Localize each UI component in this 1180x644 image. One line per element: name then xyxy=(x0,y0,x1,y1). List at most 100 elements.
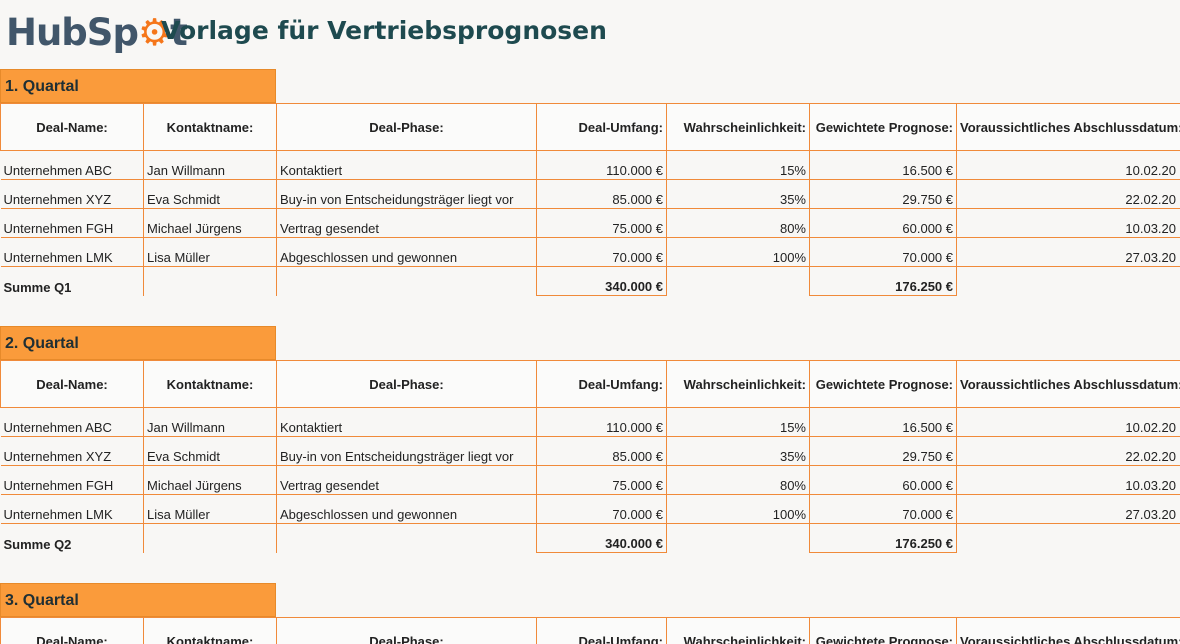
cell[interactable]: Michael Jürgens xyxy=(143,208,277,238)
cell[interactable]: 22.02.20 xyxy=(956,436,1180,466)
column-header[interactable]: Deal-Umfang: xyxy=(536,617,667,644)
cell[interactable]: Unternehmen XYZ xyxy=(0,436,144,466)
cell[interactable]: Eva Schmidt xyxy=(143,436,277,466)
sum-label[interactable]: Summe Q1 xyxy=(0,266,144,296)
sum-label[interactable]: Summe Q2 xyxy=(0,523,144,553)
quarter-header: 3. Quartal xyxy=(0,583,276,617)
cell[interactable]: 70.000 € xyxy=(809,237,957,267)
cell[interactable]: 110.000 € xyxy=(536,407,667,437)
cell[interactable]: 27.03.20 xyxy=(956,237,1180,267)
page-title: Vorlage für Vertriebsprognosen xyxy=(161,16,607,45)
cell[interactable]: 10.02.20 xyxy=(956,150,1180,180)
column-header[interactable]: Wahrscheinlichkeit: xyxy=(666,617,810,644)
cell[interactable]: 22.02.20 xyxy=(956,179,1180,209)
cell[interactable]: 10.03.20 xyxy=(956,208,1180,238)
cell[interactable]: 85.000 € xyxy=(536,436,667,466)
cell[interactable]: Lisa Müller xyxy=(143,494,277,524)
cell[interactable]: Eva Schmidt xyxy=(143,179,277,209)
cell[interactable]: Unternehmen ABC xyxy=(0,407,144,437)
sum-weighted[interactable]: 176.250 € xyxy=(809,266,957,296)
cell[interactable]: 80% xyxy=(666,465,810,495)
sum-row: Summe Q2 340.000 € 176.250 € xyxy=(0,523,1180,553)
cell[interactable]: Jan Willmann xyxy=(143,407,277,437)
cell[interactable]: 16.500 € xyxy=(809,150,957,180)
cell[interactable] xyxy=(143,523,277,553)
cell[interactable]: Abgeschlossen und gewonnen xyxy=(276,237,537,267)
column-header[interactable]: Kontaktname: xyxy=(143,103,277,151)
column-header[interactable]: Deal-Phase: xyxy=(276,617,537,644)
cell[interactable]: 35% xyxy=(666,179,810,209)
cell[interactable] xyxy=(957,267,1180,296)
cell[interactable]: Michael Jürgens xyxy=(143,465,277,495)
cell[interactable]: Unternehmen XYZ xyxy=(0,179,144,209)
cell[interactable]: 100% xyxy=(666,237,810,267)
column-header[interactable]: Kontaktname: xyxy=(143,617,277,644)
column-header[interactable]: Deal-Umfang: xyxy=(536,360,667,408)
cell[interactable]: 60.000 € xyxy=(809,208,957,238)
cell[interactable]: Vertrag gesendet xyxy=(276,465,537,495)
cell[interactable]: 10.03.20 xyxy=(956,465,1180,495)
cell[interactable]: Abgeschlossen und gewonnen xyxy=(276,494,537,524)
column-header[interactable]: Deal-Phase: xyxy=(276,360,537,408)
column-header[interactable]: Kontaktname: xyxy=(143,360,277,408)
column-header[interactable]: Voraussichtliches Abschlussdatum: xyxy=(956,360,1180,408)
cell[interactable] xyxy=(667,267,810,296)
cell[interactable] xyxy=(276,523,537,553)
column-header[interactable]: Deal-Name: xyxy=(0,103,144,151)
cell[interactable]: 100% xyxy=(666,494,810,524)
sum-amount[interactable]: 340.000 € xyxy=(536,523,667,553)
cell[interactable]: Lisa Müller xyxy=(143,237,277,267)
cell[interactable]: 35% xyxy=(666,436,810,466)
cell[interactable] xyxy=(276,266,537,296)
cell[interactable]: 80% xyxy=(666,208,810,238)
column-header[interactable]: Deal-Phase: xyxy=(276,103,537,151)
cell[interactable]: 110.000 € xyxy=(536,150,667,180)
sum-amount[interactable]: 340.000 € xyxy=(536,266,667,296)
table-row: Unternehmen XYZ Eva Schmidt Buy-in von E… xyxy=(0,436,1180,466)
column-header[interactable]: Gewichtete Prognose: xyxy=(809,617,957,644)
cell[interactable]: Buy-in von Entscheidungsträger liegt vor xyxy=(276,436,537,466)
column-header[interactable]: Wahrscheinlichkeit: xyxy=(666,103,810,151)
cell[interactable]: 70.000 € xyxy=(536,494,667,524)
cell[interactable]: Jan Willmann xyxy=(143,150,277,180)
cell[interactable]: 70.000 € xyxy=(809,494,957,524)
column-header[interactable]: Gewichtete Prognose: xyxy=(809,360,957,408)
cell[interactable]: 70.000 € xyxy=(536,237,667,267)
cell[interactable]: 15% xyxy=(666,150,810,180)
cell[interactable]: 29.750 € xyxy=(809,436,957,466)
cell[interactable]: 60.000 € xyxy=(809,465,957,495)
cell[interactable]: 10.02.20 xyxy=(956,407,1180,437)
table-row: Unternehmen XYZ Eva Schmidt Buy-in von E… xyxy=(0,179,1180,209)
cell[interactable]: 85.000 € xyxy=(536,179,667,209)
quarter-header: 2. Quartal xyxy=(0,326,276,360)
cell[interactable]: Kontaktiert xyxy=(276,407,537,437)
cell[interactable]: Buy-in von Entscheidungsträger liegt vor xyxy=(276,179,537,209)
cell[interactable]: 16.500 € xyxy=(809,407,957,437)
column-header[interactable]: Voraussichtliches Abschlussdatum: xyxy=(956,617,1180,644)
cell[interactable]: Unternehmen ABC xyxy=(0,150,144,180)
cell[interactable]: 29.750 € xyxy=(809,179,957,209)
cell[interactable]: 75.000 € xyxy=(536,465,667,495)
cell[interactable]: 27.03.20 xyxy=(956,494,1180,524)
sum-weighted[interactable]: 176.250 € xyxy=(809,523,957,553)
table-row: Unternehmen FGH Michael Jürgens Vertrag … xyxy=(0,208,1180,238)
cell[interactable] xyxy=(143,266,277,296)
column-header[interactable]: Deal-Umfang: xyxy=(536,103,667,151)
column-header[interactable]: Voraussichtliches Abschlussdatum: xyxy=(956,103,1180,151)
cell[interactable]: Vertrag gesendet xyxy=(276,208,537,238)
column-header[interactable]: Wahrscheinlichkeit: xyxy=(666,360,810,408)
cell[interactable] xyxy=(667,524,810,553)
cell[interactable] xyxy=(957,524,1180,553)
cell[interactable]: 75.000 € xyxy=(536,208,667,238)
sprocket-icon: ⚙ xyxy=(137,11,171,54)
column-header[interactable]: Gewichtete Prognose: xyxy=(809,103,957,151)
cell[interactable]: Unternehmen FGH xyxy=(0,208,144,238)
cell[interactable]: 15% xyxy=(666,407,810,437)
cell[interactable]: Unternehmen FGH xyxy=(0,465,144,495)
cell[interactable]: Kontaktiert xyxy=(276,150,537,180)
cell[interactable]: Unternehmen LMK xyxy=(0,237,144,267)
column-header[interactable]: Deal-Name: xyxy=(0,360,144,408)
column-header[interactable]: Deal-Name: xyxy=(0,617,144,644)
cell[interactable]: Unternehmen LMK xyxy=(0,494,144,524)
table-header-row: Deal-Name: Kontaktname: Deal-Phase: Deal… xyxy=(0,617,1180,644)
